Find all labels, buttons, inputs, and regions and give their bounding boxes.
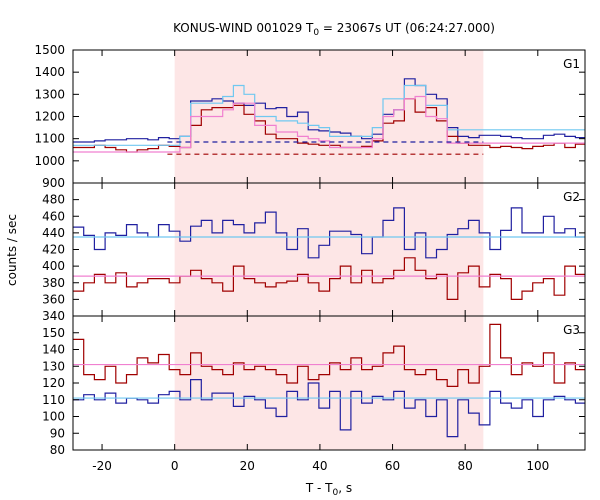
y-tick-label: 900: [42, 176, 65, 190]
series-blue-step: [73, 207, 585, 259]
panel-label: G3: [563, 323, 580, 337]
y-tick-label: 120: [42, 376, 65, 390]
y-axis-label: counts / sec: [5, 214, 19, 286]
series-blue-step: [73, 78, 585, 143]
series-lightblue-step: [73, 84, 585, 146]
panel-g3: 80 90 100 110 120 130 140 150 G3: [42, 315, 586, 457]
series-pink-step: [73, 95, 585, 153]
y-tick-label: 480: [42, 193, 65, 207]
y-tick-label: 1000: [34, 154, 65, 168]
x-tick-label: 60: [385, 459, 400, 473]
y-tick-label: 130: [42, 359, 65, 373]
y-tick-label: 1100: [34, 132, 65, 146]
y-tick-label: 80: [50, 443, 65, 457]
series-group: [73, 323, 585, 438]
y-tick-label: 140: [42, 343, 65, 357]
y-tick-label: 90: [50, 426, 65, 440]
x-tick-label: 80: [458, 459, 473, 473]
panel-label: G2: [563, 190, 580, 204]
y-tick-label: 110: [42, 393, 65, 407]
y-tick-label: 420: [42, 243, 65, 257]
x-axis-label: T - T0, s: [305, 481, 352, 498]
y-tick-label: 440: [42, 226, 65, 240]
y-tick-label: 150: [42, 326, 65, 340]
y-tick-label: 100: [42, 410, 65, 424]
series-darkred-step: [73, 323, 585, 387]
panel-g1: 900 1000 1100 1200 1300 1400 1500 G1: [34, 43, 586, 190]
x-tick-label: 100: [526, 459, 549, 473]
series-group: [73, 78, 585, 155]
highlight-interval: [174, 316, 484, 450]
x-tick-label: 20: [240, 459, 255, 473]
y-tick-label: 340: [42, 309, 65, 323]
highlight-interval: [174, 183, 484, 316]
x-tick-label: -20: [92, 459, 112, 473]
x-tick-label: 40: [312, 459, 327, 473]
y-tick-label: 360: [42, 292, 65, 306]
y-tick-label: 1500: [34, 43, 65, 57]
y-tick-label: 400: [42, 259, 65, 273]
series-group: [73, 207, 585, 300]
panel-g2: 340 360 380 400 420 440 460 480 G2: [42, 182, 586, 323]
chart-title: KONUS-WIND 001029 T0 = 23067s UT (06:24:…: [173, 21, 495, 38]
y-tick-label: 1300: [34, 87, 65, 101]
y-tick-label: 380: [42, 276, 65, 290]
y-tick-label: 460: [42, 209, 65, 223]
panel-label: G1: [563, 57, 580, 71]
y-tick-label: 1400: [34, 65, 65, 79]
x-tick-label: 0: [171, 459, 179, 473]
y-tick-label: 1200: [34, 110, 65, 124]
